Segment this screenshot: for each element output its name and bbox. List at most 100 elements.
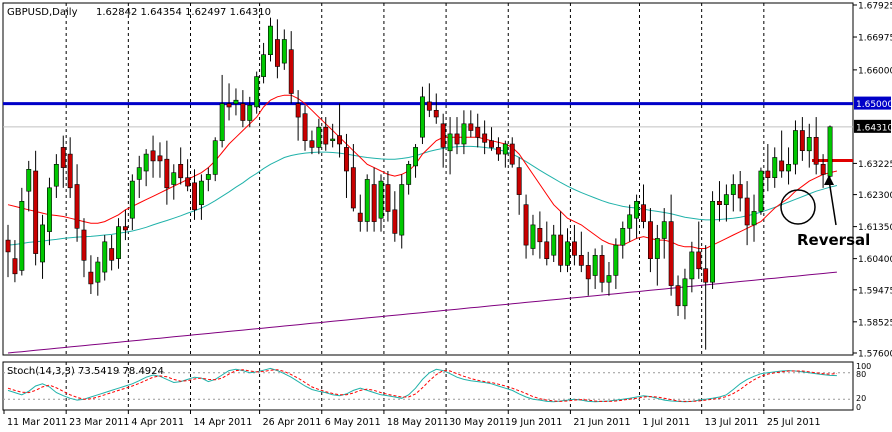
price-tick-label: 1.61350 xyxy=(858,223,892,233)
candle-body xyxy=(240,103,246,121)
candle-body xyxy=(88,271,94,285)
reversal-label: Reversal xyxy=(797,231,870,249)
candle-body xyxy=(109,248,115,261)
candle-body xyxy=(482,133,488,143)
stoch-d-line xyxy=(7,369,837,402)
candle-body xyxy=(392,209,398,234)
candle-body xyxy=(716,201,722,206)
candle-body xyxy=(267,25,273,56)
candle-body xyxy=(551,234,557,256)
time-tick-label: 11 Mar 2011 xyxy=(7,417,67,428)
candle-body xyxy=(751,211,757,226)
candle-body xyxy=(330,138,336,142)
candle-body xyxy=(274,39,280,67)
candle-body xyxy=(123,226,128,231)
candle-body xyxy=(26,169,32,192)
candle-body xyxy=(461,123,467,145)
candle-body xyxy=(343,147,349,172)
candle-body xyxy=(820,164,826,175)
candle-body xyxy=(5,239,11,253)
time-tick-label: 18 May 2011 xyxy=(387,417,449,428)
price-tick-label: 1.60400 xyxy=(858,255,892,265)
candle-body xyxy=(95,261,101,283)
candle-body xyxy=(185,177,191,187)
stoch-level-label: 80 xyxy=(856,370,866,379)
stoch-level-label: 0 xyxy=(856,403,861,412)
candle-body xyxy=(81,229,87,261)
candle-body xyxy=(489,140,494,148)
candle-body xyxy=(288,49,294,94)
time-tick-label: 26 Apr 2011 xyxy=(263,417,322,428)
candle-body xyxy=(199,180,204,206)
candle-body xyxy=(606,275,612,283)
stoch-label: Stoch(14,3,3) 73.5419 78.4924 xyxy=(7,366,164,377)
candle-body xyxy=(696,251,702,270)
candle-body xyxy=(792,130,798,165)
resistance-price-label: 1.65000 xyxy=(856,100,892,110)
candle-body xyxy=(364,179,370,222)
time-tick-label: 30 May 2011 xyxy=(449,417,511,428)
candle-body xyxy=(171,172,177,185)
resistance-price-tag xyxy=(854,96,891,110)
candle-body xyxy=(654,238,660,259)
time-tick-label: 13 Jul 2011 xyxy=(705,417,759,428)
stoch-k-line xyxy=(7,367,837,403)
candle-body xyxy=(475,126,481,138)
candle-body xyxy=(682,278,688,307)
candle-body xyxy=(295,103,301,118)
price-tick-label: 1.67925 xyxy=(858,2,892,12)
price-tick-label: 1.57600 xyxy=(858,350,892,360)
candle-body xyxy=(219,103,225,141)
time-tick-label: 4 Apr 2011 xyxy=(131,417,184,428)
candle-body xyxy=(592,255,598,276)
candle-body xyxy=(468,123,474,131)
candle-body xyxy=(157,155,163,162)
candle-body xyxy=(385,184,391,212)
candle-body xyxy=(261,54,266,77)
time-tick-label: 6 May 2011 xyxy=(325,417,381,428)
current-price-label: 1.64310 xyxy=(856,123,892,133)
stochastic-lines xyxy=(3,367,853,403)
candle-body xyxy=(578,255,584,266)
candle-body xyxy=(337,135,342,145)
candle-body xyxy=(378,180,384,219)
candle-body xyxy=(558,234,564,266)
candle-body xyxy=(703,268,709,283)
candle-body xyxy=(537,228,543,243)
candle-body xyxy=(661,221,667,239)
candle-body xyxy=(433,110,439,118)
candle-body xyxy=(46,187,52,232)
candle-body xyxy=(19,201,25,271)
candle-body xyxy=(316,126,322,148)
candle-body xyxy=(371,184,377,222)
candle-body xyxy=(192,182,197,211)
candle-body xyxy=(565,241,571,266)
price-tick-label: 1.58525 xyxy=(858,318,892,328)
candle-body xyxy=(233,99,239,104)
candle-body xyxy=(67,153,73,189)
ma-slow-line xyxy=(7,271,837,354)
stoch-panel-frame xyxy=(2,361,854,411)
candle-body xyxy=(129,180,135,219)
candle-body xyxy=(426,101,432,111)
candle-body xyxy=(413,147,418,167)
candle-body xyxy=(495,147,501,155)
time-tick-label: 1 Jul 2011 xyxy=(642,417,690,428)
candle-body xyxy=(689,251,695,280)
time-axis: 11 Mar 2011 23 Mar 2011 4 Apr 2011 14 Apr 2… xyxy=(3,410,821,428)
candle-body xyxy=(779,160,785,172)
candle-body xyxy=(668,221,674,286)
candle-body xyxy=(116,226,122,259)
candle-body xyxy=(523,204,529,246)
candle-body xyxy=(226,103,232,108)
candle-body xyxy=(758,170,764,212)
candle-body xyxy=(599,255,605,283)
candle-body xyxy=(813,137,819,165)
candle-body xyxy=(178,164,184,179)
candle-body xyxy=(502,143,508,155)
candle-body xyxy=(74,184,80,229)
time-tick-label: 25 Jul 2011 xyxy=(767,417,821,428)
price-tick-label: 1.62300 xyxy=(858,191,892,201)
candle-body xyxy=(634,201,640,219)
